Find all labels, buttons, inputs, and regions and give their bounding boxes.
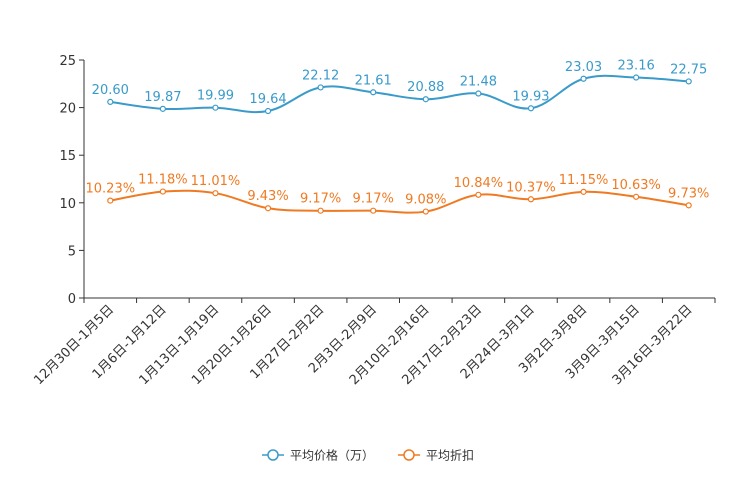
- legend-label: 平均折扣: [426, 448, 474, 463]
- y-tick-label: 15: [59, 149, 76, 164]
- series-0-point: [317, 84, 324, 91]
- series-1-point: [264, 205, 272, 212]
- legend-marker-icon: [403, 449, 415, 461]
- series-0-point: [107, 98, 114, 105]
- series-1-data-label: 10.63%: [611, 178, 661, 193]
- series-0-point: [212, 104, 219, 111]
- series-0-data-label: 20.88: [407, 80, 444, 95]
- series-0-line: [110, 74, 689, 114]
- series-1-data-label: 9.43%: [247, 189, 288, 204]
- series-0-data-label: 22.75: [670, 62, 707, 77]
- series-0-point: [159, 105, 166, 112]
- chart-axes: 051015202512月30日-1月5日1月6日-1月12日1月13日-1月1…: [31, 54, 716, 388]
- chart-legend[interactable]: 平均价格（万） 平均折扣: [262, 448, 474, 463]
- series-1-data-label: 9.73%: [668, 186, 709, 201]
- series-1-point: [317, 207, 324, 214]
- series-0-data-label: 19.87: [144, 90, 181, 105]
- y-tick-label: 5: [68, 244, 76, 259]
- series-1-point: [422, 208, 429, 215]
- series-1-data-label: 9.08%: [405, 193, 446, 208]
- series-1-data-label: 10.23%: [86, 182, 136, 197]
- series-1-point: [685, 202, 692, 209]
- series-1-point: [633, 193, 640, 200]
- series-1-data-label: 10.84%: [454, 176, 504, 191]
- y-tick-label: 20: [59, 102, 76, 117]
- series-0-data-label: 19.93: [512, 89, 549, 104]
- series-1-point: [580, 188, 587, 195]
- series-0-data-label: 23.16: [618, 59, 655, 74]
- legend-item-1[interactable]: 平均折扣: [398, 448, 474, 463]
- chart-series: 20.60 19.87 19.99 19.64 22.12 21.61 20.88 21.48…: [86, 59, 709, 215]
- series-0-data-label: 19.99: [197, 89, 234, 104]
- series-0-point: [685, 78, 692, 85]
- y-tick-label: 0: [68, 292, 76, 307]
- series-1-line: [110, 189, 689, 214]
- series-0-point: [527, 105, 535, 112]
- series-0-data-label: 21.48: [460, 75, 497, 90]
- series-1-point: [107, 197, 114, 204]
- series-0-point: [633, 74, 640, 81]
- series-1-data-label: 11.15%: [559, 173, 609, 188]
- y-tick-label: 25: [59, 54, 76, 69]
- legend-item-0[interactable]: 平均价格（万）: [262, 448, 374, 463]
- series-0-data-label: 20.60: [92, 83, 129, 98]
- series-0-data-label: 23.03: [565, 60, 602, 75]
- series-0-point: [580, 75, 587, 82]
- series-0-data-label: 19.64: [249, 92, 286, 107]
- y-tick-label: 10: [59, 197, 76, 212]
- series-1-data-label: 9.17%: [353, 192, 394, 207]
- series-1-data-label: 9.17%: [300, 192, 341, 207]
- series-1-point: [475, 191, 482, 198]
- series-1-point: [527, 196, 535, 203]
- series-0-point: [370, 89, 377, 96]
- series-1-point: [370, 207, 377, 214]
- series-0-point: [475, 90, 482, 97]
- series-0-data-label: 22.12: [302, 68, 339, 83]
- series-1-data-label: 10.37%: [506, 180, 556, 195]
- series-1-data-label: 11.18%: [138, 173, 188, 188]
- legend-marker-icon: [267, 449, 279, 461]
- series-0-point: [422, 96, 429, 103]
- series-1-data-label: 11.01%: [191, 174, 241, 189]
- series-1-point: [159, 188, 166, 195]
- series-0-data-label: 21.61: [355, 73, 392, 88]
- series-1-point: [212, 190, 219, 197]
- series-0-point: [264, 107, 272, 115]
- legend-label: 平均价格（万）: [290, 448, 374, 463]
